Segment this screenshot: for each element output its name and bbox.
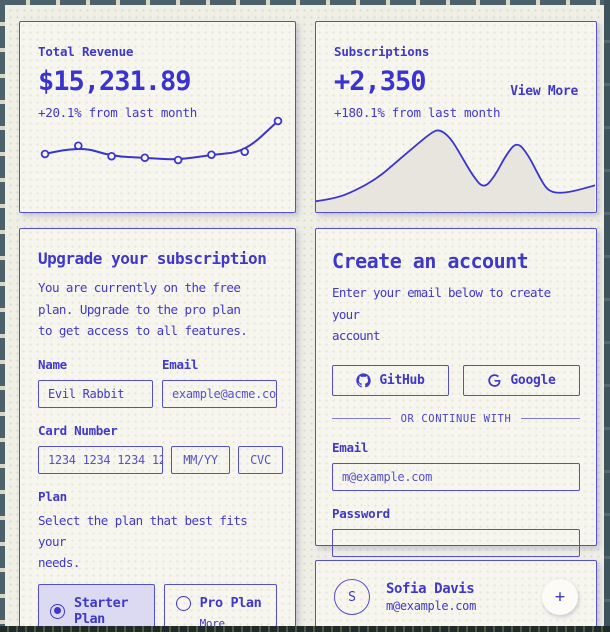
github-button-label: GitHub [379,372,425,388]
subscriptions-value: +2,350 [334,66,427,97]
subscriptions-change: +180.1% from last month [334,105,501,120]
email-label: Email [162,356,199,372]
upgrade-title: Upgrade your subscription [38,249,267,268]
starter-plan-radio[interactable] [50,603,65,619]
plan-description: Select the plan that best fits your need… [38,512,248,571]
card-expiry-field[interactable] [171,445,230,474]
revenue-value: $15,231.89 [38,66,192,97]
pro-plan-radio[interactable] [175,595,191,611]
page-edge-left [0,0,5,632]
account-email-field[interactable] [332,462,580,491]
google-button[interactable]: Google [463,364,580,396]
contact-card: S Sofia Davis m@example.com + [315,560,597,632]
avatar: S [334,579,370,615]
total-revenue-card: Total Revenue $15,231.89 +20.1% from las… [19,21,296,213]
card-number-label: Card Number [38,422,118,438]
or-continue-divider: OR CONTINUE WITH [332,413,580,425]
contact-email: m@example.com [386,599,477,613]
pro-plan-name: Pro Plan [199,595,262,612]
page-edge-top [0,0,610,5]
subscriptions-card-title: Subscriptions [334,44,430,59]
name-label: Name [38,356,67,372]
page-edge-right [604,0,610,632]
google-icon [488,373,501,387]
revenue-change: +20.1% from last month [38,105,197,120]
subscriptions-card: Subscriptions +2,350 +180.1% from last m… [315,21,597,213]
revenue-card-title: Total Revenue [38,44,134,59]
account-email-label: Email [332,439,369,455]
account-password-field[interactable] [332,528,580,557]
google-button-label: Google [510,372,556,388]
revenue-line-chart [40,116,283,165]
email-field[interactable] [162,379,277,408]
create-account-title: Create an account [332,249,529,273]
add-contact-button[interactable]: + [542,579,578,615]
create-account-description: Enter your email below to create your ac… [332,285,551,343]
page-edge-bottom [0,626,610,632]
contact-name: Sofia Davis [386,581,475,597]
plan-options: Starter Plan Perfect for small businesse… [38,584,277,632]
subscriptions-area-chart [316,129,595,212]
upgrade-description: You are currently on the free plan. Upgr… [38,280,248,338]
create-account-card: Create an account Enter your email below… [315,228,597,604]
plan-option-starter[interactable]: Starter Plan Perfect for small businesse… [38,584,155,632]
github-button[interactable]: GitHub [332,364,449,396]
plan-option-pro[interactable]: Pro Plan More features and storage. [163,584,277,632]
name-field[interactable] [38,379,153,408]
plan-label: Plan [38,488,67,504]
account-password-label: Password [332,505,390,521]
card-number-field[interactable] [38,445,163,474]
or-continue-label: OR CONTINUE WITH [400,412,512,425]
starter-plan-name: Starter Plan [74,595,129,628]
upgrade-subscription-card: Upgrade your subscription You are curren… [19,228,296,632]
github-icon [356,372,372,387]
view-more-link[interactable]: View More [510,84,578,99]
card-cvc-field[interactable] [238,445,283,474]
